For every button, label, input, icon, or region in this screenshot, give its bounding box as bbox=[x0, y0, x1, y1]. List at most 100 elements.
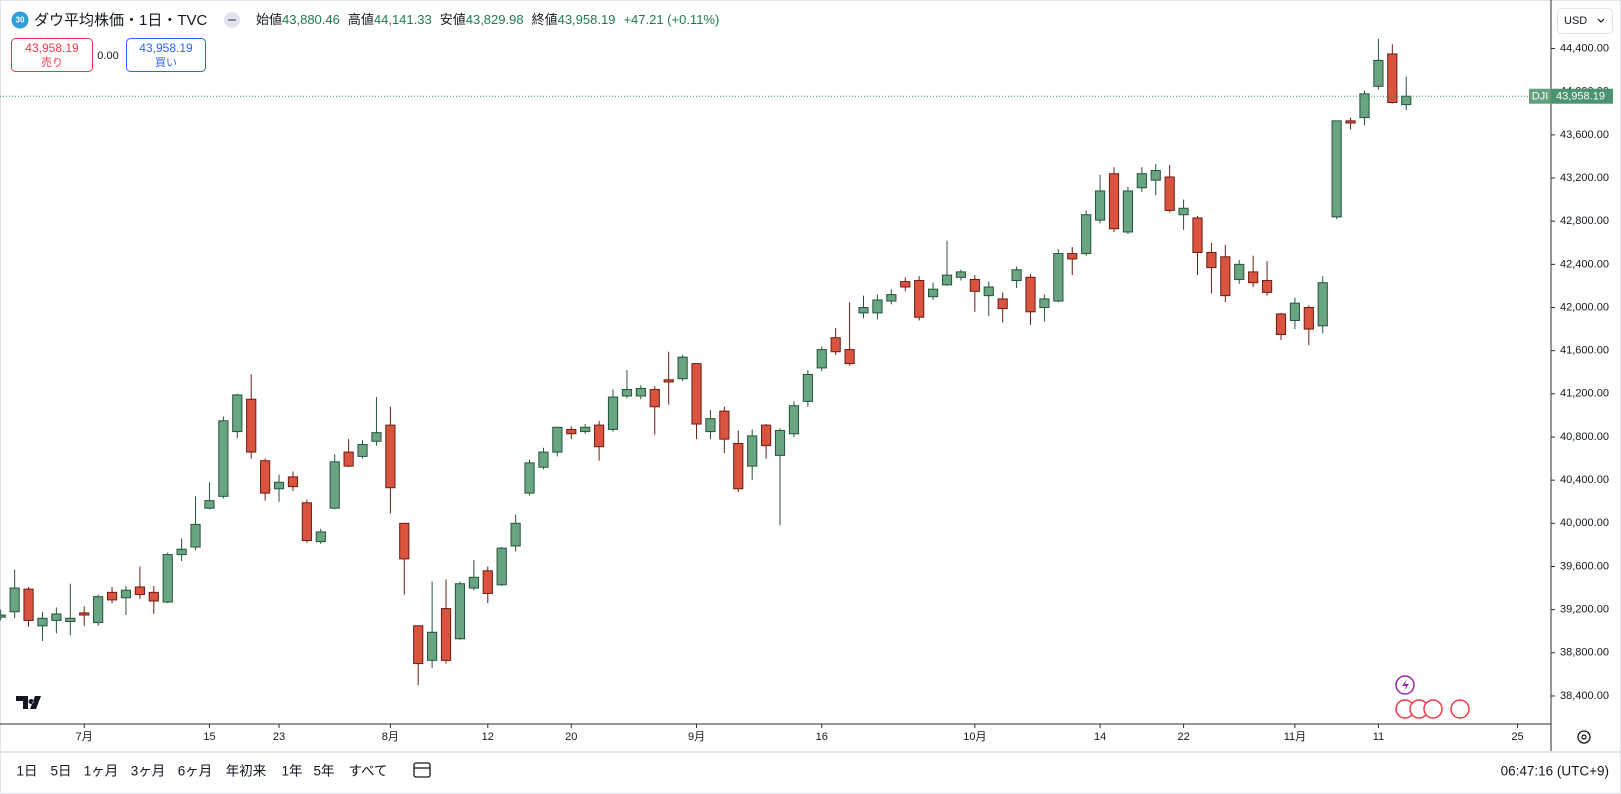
candle-body bbox=[273, 481, 285, 490]
plot-area bbox=[0, 38, 1551, 686]
candle-body bbox=[1039, 298, 1050, 309]
sell-label: 売り bbox=[41, 56, 63, 69]
logo[interactable] bbox=[16, 696, 41, 709]
spread: 0.00 bbox=[97, 50, 118, 62]
candle-body bbox=[37, 617, 48, 627]
symbol-tag bbox=[1529, 88, 1551, 104]
y-tick-label: 43,200.00 bbox=[1560, 172, 1609, 184]
range-button[interactable]: 6ヶ月 bbox=[178, 764, 213, 779]
candle-body bbox=[761, 424, 772, 447]
range-button[interactable]: 3ヶ月 bbox=[131, 764, 166, 779]
flag-icon[interactable] bbox=[1450, 699, 1470, 719]
candle-body bbox=[204, 500, 215, 509]
candle-body bbox=[594, 424, 605, 448]
candle-body bbox=[1178, 207, 1189, 216]
candle-body bbox=[246, 398, 257, 453]
currency-caret bbox=[1597, 18, 1605, 23]
candle-body bbox=[1373, 59, 1384, 87]
event-flags[interactable] bbox=[1395, 699, 1470, 719]
candle-body bbox=[1136, 173, 1147, 189]
symbol-badge bbox=[11, 11, 29, 29]
candle-body bbox=[983, 286, 994, 297]
y-tick-label: 39,200.00 bbox=[1560, 604, 1609, 616]
range-button[interactable]: 1年 bbox=[281, 764, 302, 779]
candle-body bbox=[468, 576, 479, 589]
x-tick-label: 8月 bbox=[382, 731, 399, 743]
symbol-title[interactable]: ダウ平均株価・1日・TVC bbox=[34, 12, 208, 29]
ohlc-value: 43,880.46 bbox=[282, 12, 340, 27]
candle-body bbox=[1234, 263, 1245, 280]
candle-body bbox=[1261, 280, 1273, 293]
candle-body bbox=[1122, 190, 1134, 233]
candle-body bbox=[385, 424, 396, 489]
candle-body bbox=[774, 430, 786, 456]
candle-body bbox=[1094, 190, 1106, 221]
candle-body bbox=[733, 442, 744, 490]
candle-body bbox=[969, 278, 980, 292]
y-tick-label: 42,800.00 bbox=[1560, 215, 1609, 227]
y-tick-label: 43,600.00 bbox=[1560, 129, 1609, 141]
candle-body bbox=[260, 460, 271, 494]
candle-body bbox=[1303, 307, 1314, 330]
candle-body bbox=[649, 389, 660, 408]
candle-body bbox=[538, 451, 549, 468]
candle-body bbox=[232, 394, 243, 433]
candle-body bbox=[315, 531, 326, 543]
calendar-icon[interactable] bbox=[413, 762, 431, 778]
candle-body bbox=[1164, 176, 1175, 211]
candle-body bbox=[399, 522, 410, 560]
ohlc-value: 43,829.98 bbox=[466, 12, 524, 27]
candle-body bbox=[371, 432, 382, 442]
range-button[interactable]: 年初来 bbox=[226, 763, 267, 779]
candle-body bbox=[106, 591, 118, 601]
candle-body bbox=[635, 387, 646, 397]
candle-body bbox=[510, 522, 521, 547]
ohlc-label: 安値 bbox=[440, 12, 466, 27]
range-button[interactable]: 5年 bbox=[313, 764, 334, 779]
x-tick-label: 11 bbox=[1373, 731, 1384, 743]
settings-icon[interactable] bbox=[1577, 730, 1591, 744]
range-button[interactable]: すべて bbox=[348, 764, 387, 779]
x-tick-label: 7月 bbox=[76, 731, 93, 743]
candle-body bbox=[802, 373, 813, 402]
y-tick-label: 40,800.00 bbox=[1560, 431, 1609, 443]
candle-body bbox=[1359, 93, 1370, 119]
candle-body bbox=[79, 612, 90, 616]
candle-body bbox=[413, 625, 424, 665]
currency-button[interactable] bbox=[1557, 8, 1613, 34]
range-button[interactable]: 1日 bbox=[16, 764, 37, 779]
candle-body bbox=[677, 356, 688, 380]
candle-body bbox=[1053, 253, 1064, 302]
buy-price: 43,958.19 bbox=[139, 41, 193, 55]
flag-icon[interactable] bbox=[1423, 699, 1443, 719]
candle-body bbox=[705, 418, 716, 433]
range-button[interactable]: 5日 bbox=[50, 764, 71, 779]
candle-body bbox=[663, 379, 674, 383]
candle-body bbox=[9, 587, 20, 613]
candle-body bbox=[482, 570, 493, 594]
candle-body bbox=[120, 589, 132, 599]
range-button[interactable]: 1ヶ月 bbox=[84, 764, 119, 779]
candle-body bbox=[1067, 253, 1078, 260]
buy-button[interactable] bbox=[126, 38, 206, 72]
settings-icon-center bbox=[1581, 734, 1587, 740]
clock: 06:47:16 (UTC+9) bbox=[1501, 764, 1609, 779]
candle-body bbox=[65, 617, 76, 622]
candle-body bbox=[872, 299, 883, 314]
candle-body bbox=[1275, 313, 1287, 335]
y-tick-label: 44,400.00 bbox=[1560, 42, 1609, 54]
candle-body bbox=[552, 426, 563, 453]
y-tick-label: 40,000.00 bbox=[1560, 517, 1609, 529]
y-tick-label: 40,400.00 bbox=[1560, 474, 1609, 486]
candle-body bbox=[621, 389, 633, 397]
candle-body bbox=[329, 461, 340, 509]
candle-body bbox=[93, 596, 104, 624]
sell-button[interactable] bbox=[11, 38, 93, 72]
candle-body bbox=[914, 280, 925, 318]
candle-body bbox=[858, 307, 869, 314]
candle-body bbox=[844, 349, 855, 365]
x-tick-label: 23 bbox=[273, 731, 285, 743]
candle-body bbox=[0, 614, 6, 618]
